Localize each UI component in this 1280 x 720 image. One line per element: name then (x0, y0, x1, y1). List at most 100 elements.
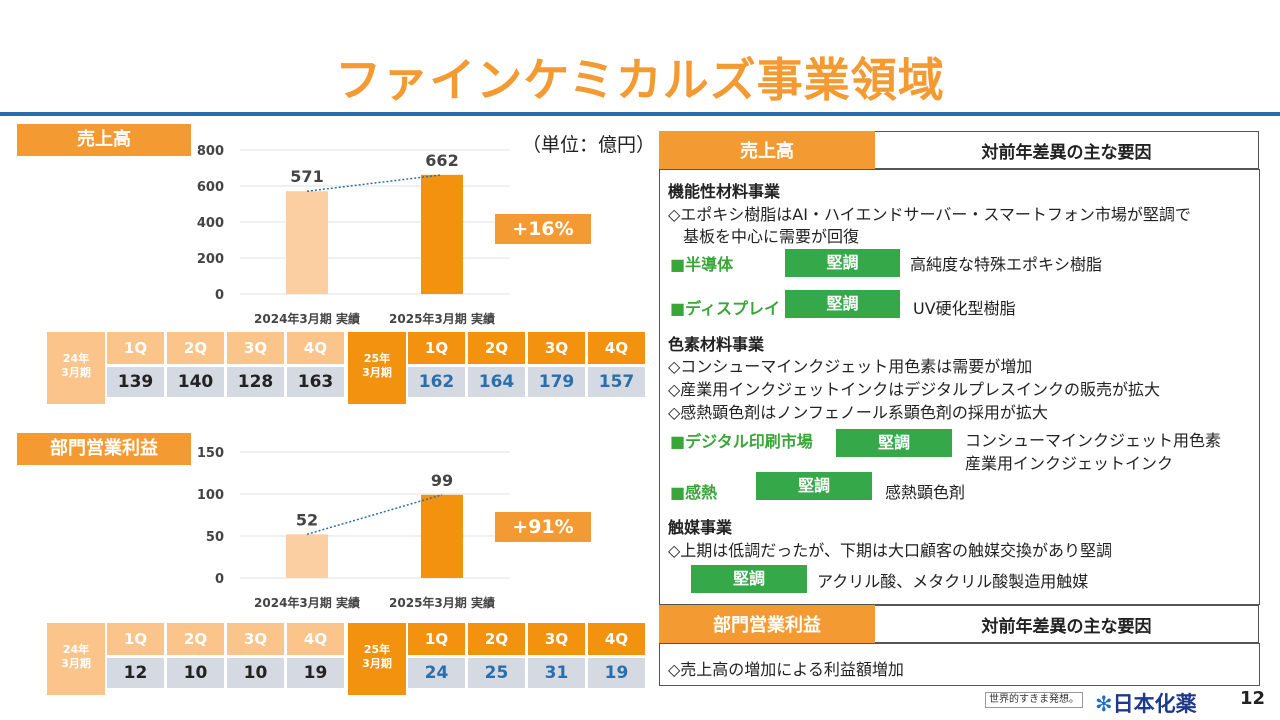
data-label-1: 52 (296, 510, 318, 529)
sales-q25-val-4: 157 (588, 367, 645, 397)
status-badge-digital-printing: 堅調 (836, 429, 952, 457)
y-tick-label: 800 (197, 144, 224, 159)
sales-factors-box (659, 169, 1260, 605)
sales-q24-year-line1: 24年 (62, 352, 90, 365)
sales-factors-header: 売上高 対前年差異の主な要因 (659, 131, 1259, 169)
y-tick-label: 0 (215, 288, 224, 303)
functional-line1: ◇エポキシ樹脂はAI・ハイエンドサーバー・スマートフォン市場が堅調で (668, 205, 1191, 224)
profit-factors-header-left: 部門営業利益 (659, 605, 875, 643)
profit-q24-year-line2: 3月期 (61, 657, 91, 670)
profit-q24-head-4: 4Q (287, 623, 344, 655)
sales-bar-chart: 0 200 400 600 800 571 2024年3月期 実績 662 2025年3月期 実… (197, 144, 510, 326)
profit-q24-val-4: 19 (287, 658, 344, 688)
profit-factor-line: ◇売上高の増加による利益額増加 (668, 660, 904, 679)
profit-q25-val-4: 19 (588, 658, 645, 688)
profit-q24-val-1: 12 (107, 658, 164, 688)
desc-digital-printing-2: 産業用インクジェットインク (965, 454, 1174, 473)
sales-growth-badge: +16% (495, 214, 591, 244)
sales-factors-header-left: 売上高 (659, 131, 875, 169)
sales-chart: 0 200 400 600 800 571 2024年3月期 実績 662 2025年3月期 実… (190, 138, 520, 333)
category-label-2: 2025年3月期 実績 (389, 595, 495, 610)
functional-title: 機能性材料事業 (668, 182, 781, 201)
profit-q25-head-4: 4Q (588, 623, 645, 655)
profit-q25-year-line1: 25年 (363, 643, 391, 656)
trend-line (306, 494, 443, 536)
page-title: ファインケミカルズ事業領域 (335, 53, 945, 107)
sales-q24-val-2: 140 (167, 367, 224, 397)
sales-q24-head-4: 4Q (287, 332, 344, 364)
profit-label: 部門営業利益 (17, 433, 191, 465)
profit-q24-head-3: 3Q (227, 623, 284, 655)
profit-q25-val-3: 31 (528, 658, 585, 688)
bar-2 (421, 174, 463, 294)
sales-q25-head-2: 2Q (468, 332, 525, 364)
desc-semiconductor: 高純度な特殊エポキシ樹脂 (910, 255, 1103, 274)
sales-label: 売上高 (17, 124, 191, 156)
profit-q25-val-2: 25 (468, 658, 525, 688)
sales-q25-year-line1: 25年 (363, 352, 391, 365)
sales-q24-val-3: 128 (227, 367, 284, 397)
profit-q25-val-1: 24 (408, 658, 465, 688)
profit-q25-table: 1Q 2Q 3Q 4Q 24 25 31 19 (405, 620, 648, 691)
sales-q25-val-2: 164 (468, 367, 525, 397)
page-number: 12 (1240, 688, 1266, 709)
y-tick-label: 100 (197, 488, 224, 503)
category-label-1: 2024年3月期 実績 (254, 595, 360, 610)
sales-q25-year-line2: 3月期 (362, 366, 392, 379)
sales-q24-year-cell: 24年 3月期 (47, 332, 105, 404)
profit-q25-year-line2: 3月期 (362, 657, 392, 670)
profit-q25-year-cell: 25年 3月期 (348, 623, 406, 695)
sales-q24-table: 1Q 2Q 3Q 4Q 139 140 128 163 (104, 329, 347, 400)
profit-q25-head-2: 2Q (468, 623, 525, 655)
pigment-title: 色素材料事業 (668, 335, 765, 354)
data-label-2: 662 (425, 151, 458, 170)
title-divider (0, 112, 1280, 116)
pigment-line3: ◇感熱顕色剤はノンフェノール系顕色剤の採用が拡大 (668, 403, 1048, 422)
footer-slogan: 世界的すきま発想。 (985, 692, 1083, 708)
catalyst-title: 触媒事業 (668, 518, 733, 537)
sales-q24-val-1: 139 (107, 367, 164, 397)
profit-growth-badge: +91% (495, 512, 591, 542)
logo-text: 日本化薬 (1112, 692, 1197, 716)
market-digital-printing: ■デジタル印刷市場 (670, 432, 813, 451)
sales-q25-head-4: 4Q (588, 332, 645, 364)
profit-q25-head-1: 1Q (408, 623, 465, 655)
pigment-line1: ◇コンシューマインクジェット用色素は需要が増加 (668, 357, 1033, 376)
profit-bar-chart: 0 50 100 150 52 2024年3月期 実績 99 2025年3月期 実績 (197, 446, 510, 610)
status-badge-thermal: 堅調 (756, 472, 872, 500)
profit-q24-val-2: 10 (167, 658, 224, 688)
trend-line (306, 174, 443, 192)
y-tick-label: 0 (215, 572, 224, 587)
sales-q25-year-cell: 25年 3月期 (348, 332, 406, 404)
logo-mark-icon: ✻ (1095, 692, 1113, 716)
data-label-1: 571 (290, 167, 323, 186)
sales-q25-val-3: 179 (528, 367, 585, 397)
sales-q25-val-1: 162 (408, 367, 465, 397)
data-label-2: 99 (431, 471, 453, 490)
desc-digital-printing-1: コンシューマインクジェット用色素 (965, 431, 1222, 450)
profit-factors-header-right: 対前年差異の主な要因 (875, 605, 1259, 643)
profit-q24-head-2: 2Q (167, 623, 224, 655)
status-badge-display: 堅調 (785, 290, 900, 318)
sales-q25-head-1: 1Q (408, 332, 465, 364)
sales-q24-head-2: 2Q (167, 332, 224, 364)
category-label-2: 2025年3月期 実績 (389, 311, 495, 326)
bar-1 (286, 534, 328, 578)
catalyst-line1: ◇上期は低調だったが、下期は大口顧客の触媒交換があり堅調 (668, 541, 1112, 560)
category-label-1: 2024年3月期 実績 (254, 311, 360, 326)
bar-1 (286, 191, 328, 294)
y-tick-label: 200 (197, 252, 224, 267)
profit-q24-year-cell: 24年 3月期 (47, 623, 105, 695)
sales-factors-header-right: 対前年差異の主な要因 (875, 131, 1259, 169)
desc-catalyst: アクリル酸、メタクリル酸製造用触媒 (817, 572, 1089, 591)
profit-factors-header: 部門営業利益 対前年差異の主な要因 (659, 605, 1259, 643)
profit-q25-head-3: 3Q (528, 623, 585, 655)
company-logo: ✻日本化薬 (1095, 688, 1197, 718)
profit-factors-box (659, 643, 1260, 686)
desc-thermal: 感熱顕色剤 (885, 483, 966, 502)
desc-display: UV硬化型樹脂 (913, 299, 1016, 318)
sales-q25-head-3: 3Q (528, 332, 585, 364)
y-tick-label: 150 (197, 446, 224, 461)
unit-note: （単位：億円） (522, 134, 656, 156)
y-tick-label: 400 (197, 216, 224, 231)
